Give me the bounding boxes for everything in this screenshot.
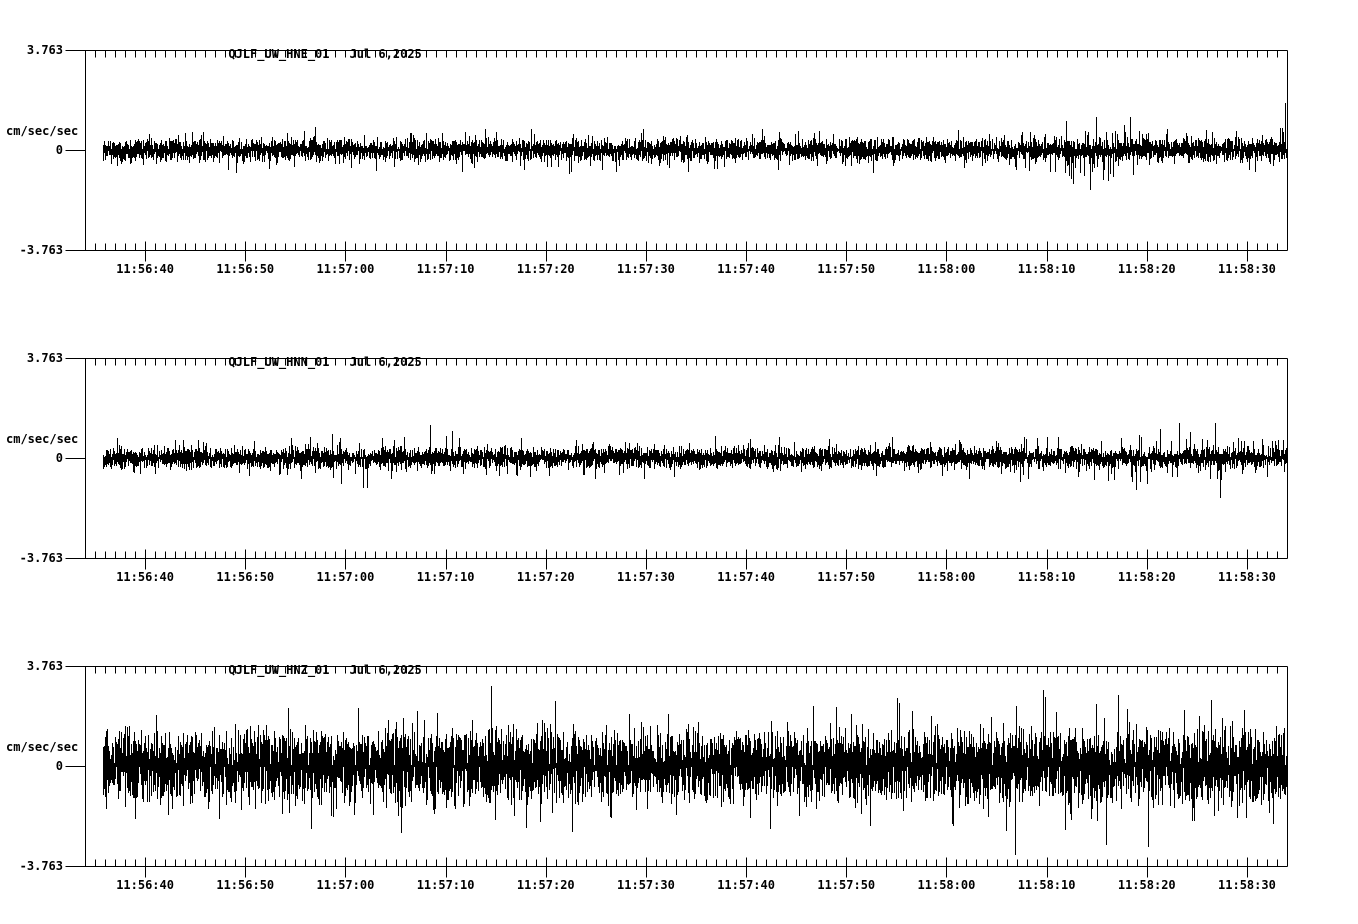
axis-box-and-ticks: [65, 358, 1288, 570]
seismogram-panel-hne: QJLF_UW_HNE_01 Jul 6,2025 3.763 cm/sec/se…: [0, 0, 1358, 309]
x-axis-tick-label: 11:57:30: [617, 570, 675, 584]
y-axis-units-label: cm/sec/sec: [6, 432, 79, 446]
x-axis-tick-label: 11:57:00: [316, 262, 375, 276]
x-axis-tick-label: 11:58:10: [1017, 878, 1076, 892]
x-axis-tick-label: 11:57:20: [516, 570, 575, 584]
x-axis-tick-label: 11:57:40: [717, 570, 775, 584]
x-axis-tick-label: 11:57:30: [617, 878, 675, 892]
x-axis-tick-label: 11:57:00: [316, 878, 375, 892]
trace-plot-hnn: [65, 358, 1288, 570]
x-axis-tick-label: 11:57:30: [617, 262, 675, 276]
trace-title: QJLF_UW_HNE_01 Jul 6,2025: [185, 35, 422, 74]
trace-station-label: QJLF_UW_HNN_01: [228, 355, 330, 369]
trace-plot-hne: [65, 50, 1288, 262]
x-axis-tick-label: 11:58:20: [1117, 570, 1176, 584]
x-axis-tick-label: 11:58:00: [917, 878, 976, 892]
trace-station-label: QJLF_UW_HNE_01: [228, 47, 330, 61]
y-axis-max-label: 3.763: [26, 351, 63, 365]
x-axis-tick-label: 11:56:50: [216, 878, 275, 892]
y-axis-min-label: -3.763: [19, 859, 63, 873]
trace-date-label: Jul 6,2025: [349, 355, 422, 369]
x-axis-tick-label: 11:56:50: [216, 262, 275, 276]
y-axis-zero-label: 0: [55, 143, 63, 157]
x-axis-tick-label: 11:58:00: [917, 262, 976, 276]
x-axis-tick-label: 11:57:40: [717, 262, 775, 276]
trace-station-label: QJLF_UW_HNZ_01: [228, 663, 330, 677]
y-axis-min-label: -3.763: [19, 243, 63, 257]
x-axis-tick-label: 11:56:40: [116, 570, 174, 584]
x-axis-tick-label: 11:58:20: [1117, 262, 1176, 276]
y-axis-units-label: cm/sec/sec: [6, 740, 79, 754]
x-axis-tick-label: 11:58:10: [1017, 262, 1076, 276]
axis-box-and-ticks: [65, 666, 1288, 878]
x-axis-tick-label: 11:56:50: [216, 570, 275, 584]
y-axis-min-label: -3.763: [19, 551, 63, 565]
axis-box-and-ticks: [65, 50, 1288, 262]
y-axis-zero-label: 0: [55, 451, 63, 465]
x-axis-tick-label: 11:57:10: [416, 570, 475, 584]
trace-title: QJLF_UW_HNN_01 Jul 6,2025: [185, 343, 422, 382]
x-axis-tick-label: 11:58:30: [1218, 262, 1276, 276]
x-axis-tick-label: 11:57:20: [516, 878, 575, 892]
x-axis-tick-label: 11:56:40: [116, 262, 174, 276]
seismogram-panel-hnn: QJLF_UW_HNN_01 Jul 6,2025 3.763 cm/sec/se…: [0, 308, 1358, 617]
x-axis-tick-label: 11:57:00: [316, 570, 375, 584]
y-axis-max-label: 3.763: [26, 659, 63, 673]
seismogram-panel-hnz: QJLF_UW_HNZ_01 Jul 6,2025 3.763 cm/sec/se…: [0, 616, 1358, 924]
trace-plot-hnz: [65, 666, 1288, 878]
trace-date-label: Jul 6,2025: [349, 47, 422, 61]
x-axis-tick-label: 11:58:30: [1218, 878, 1276, 892]
seismic-trace-hnn: [103, 423, 1287, 498]
y-axis-units-label: cm/sec/sec: [6, 124, 79, 138]
x-axis-tick-label: 11:57:20: [516, 262, 575, 276]
x-axis-tick-label: 11:57:40: [717, 878, 775, 892]
y-axis-max-label: 3.763: [26, 43, 63, 57]
x-axis-tick-label: 11:58:10: [1017, 570, 1076, 584]
x-axis-tick-label: 11:58:00: [917, 570, 976, 584]
x-axis-tick-label: 11:56:40: [116, 878, 174, 892]
seismic-trace-hnz: [103, 686, 1287, 855]
trace-title: QJLF_UW_HNZ_01 Jul 6,2025: [185, 651, 422, 690]
x-axis-tick-label: 11:58:30: [1218, 570, 1276, 584]
x-axis-tick-label: 11:57:50: [817, 262, 876, 276]
x-axis-tick-label: 11:57:10: [416, 878, 475, 892]
seismic-trace-hne: [103, 103, 1287, 190]
x-axis-tick-label: 11:57:10: [416, 262, 475, 276]
y-axis-zero-label: 0: [55, 759, 63, 773]
trace-date-label: Jul 6,2025: [349, 663, 422, 677]
x-axis-tick-label: 11:57:50: [817, 878, 876, 892]
x-axis-tick-label: 11:58:20: [1117, 878, 1176, 892]
x-axis-tick-label: 11:57:50: [817, 570, 876, 584]
